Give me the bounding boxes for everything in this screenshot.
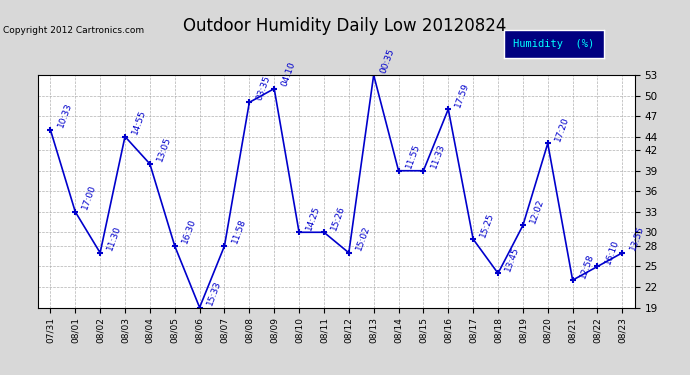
Text: 12:58: 12:58 <box>578 252 595 279</box>
Text: 11:33: 11:33 <box>429 142 446 170</box>
Text: 17:59: 17:59 <box>454 81 471 108</box>
Text: 14:55: 14:55 <box>130 108 148 136</box>
Text: 04:10: 04:10 <box>279 61 297 88</box>
Text: Outdoor Humidity Daily Low 20120824: Outdoor Humidity Daily Low 20120824 <box>184 17 506 35</box>
Text: Humidity  (%): Humidity (%) <box>513 39 594 49</box>
Text: 15:02: 15:02 <box>355 225 372 252</box>
Text: 15:26: 15:26 <box>330 204 347 231</box>
Text: Copyright 2012 Cartronics.com: Copyright 2012 Cartronics.com <box>3 26 145 35</box>
Text: 13:05: 13:05 <box>155 136 172 163</box>
Text: 00:35: 00:35 <box>380 47 397 74</box>
Text: 11:30: 11:30 <box>106 225 123 252</box>
Text: 14:25: 14:25 <box>304 204 322 231</box>
Text: 15:33: 15:33 <box>205 279 222 307</box>
Text: 12:02: 12:02 <box>529 198 546 225</box>
Text: 10:33: 10:33 <box>56 102 73 129</box>
Text: 17:00: 17:00 <box>81 184 98 211</box>
Text: 16:30: 16:30 <box>180 218 197 245</box>
Text: 11:55: 11:55 <box>404 142 422 170</box>
Text: 11:58: 11:58 <box>230 218 247 245</box>
Text: 13:45: 13:45 <box>504 245 521 273</box>
Text: 15:25: 15:25 <box>479 211 496 238</box>
Text: 13:55: 13:55 <box>628 225 645 252</box>
Text: 16:10: 16:10 <box>603 238 620 266</box>
Text: 17:20: 17:20 <box>553 116 571 142</box>
Text: 03:35: 03:35 <box>255 74 272 102</box>
